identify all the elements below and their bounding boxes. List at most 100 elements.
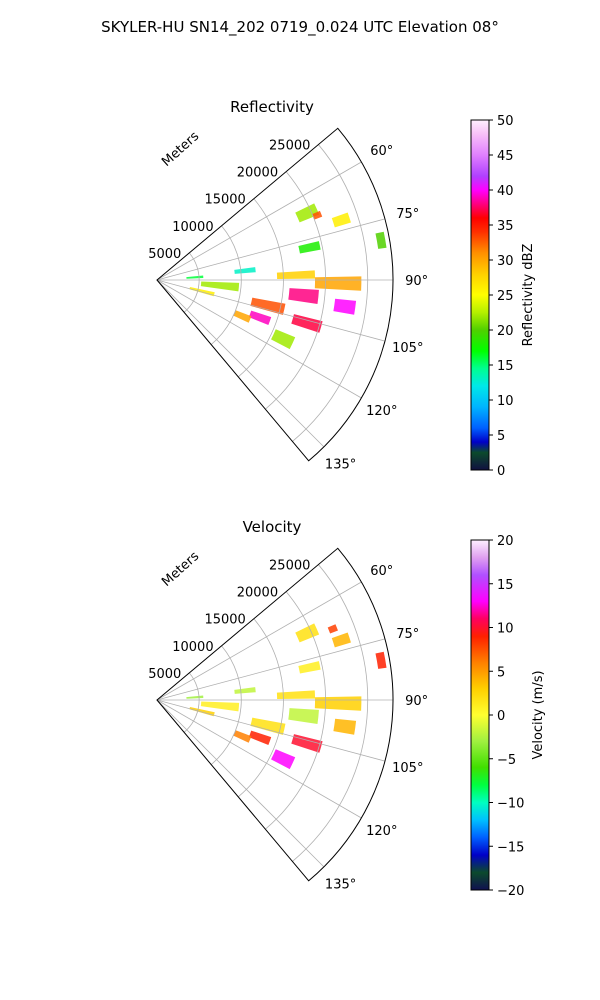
echo-cell	[327, 624, 338, 634]
angle-tick-label: 120°	[366, 824, 397, 839]
echo-cell	[288, 708, 319, 724]
radial-gridline	[238, 618, 284, 798]
angle-tick-label: 60°	[370, 144, 393, 159]
radial-tick-label: 10000	[172, 640, 213, 655]
echo-cell	[250, 297, 286, 315]
velocity-radial-axis-label: Meters	[159, 549, 202, 590]
angular-gridline	[156, 699, 386, 762]
colorbar-tick-label: 20	[497, 324, 514, 339]
colorbar-tick-label: 45	[497, 149, 514, 164]
echo-cell	[298, 661, 321, 674]
colorbar-tick-label: 20	[497, 534, 514, 549]
echo-cell	[314, 276, 362, 291]
sector-frame	[156, 127, 394, 462]
echo-cell	[189, 707, 215, 717]
angle-tick-label: 60°	[370, 564, 393, 579]
radial-tick-label: 20000	[237, 586, 278, 601]
colorbar-tick-label: 40	[497, 184, 514, 199]
reflectivity-panel: Reflectivity Meters Reflectivity dBZ 500…	[148, 98, 536, 479]
reflectivity-colorbar-label: Reflectivity dBZ	[521, 244, 536, 347]
echo-layer	[186, 623, 387, 770]
velocity-panel: Velocity Meters Velocity (m/s) 5000 10000…	[148, 518, 546, 899]
echo-cell	[186, 695, 204, 699]
radial-tick-label: 15000	[204, 193, 245, 208]
echo-cell	[312, 210, 323, 220]
colorbar-tick-label: 35	[497, 219, 514, 234]
sector-frame	[156, 547, 394, 882]
colorbar-tick-label: 15	[497, 578, 514, 593]
echo-cell	[375, 651, 387, 669]
radial-gridline	[292, 144, 369, 442]
angle-tick-label: 135°	[325, 878, 356, 893]
colorbar-tick-label: −15	[497, 840, 524, 855]
echo-cell	[234, 267, 256, 274]
radial-tick-label: 20000	[237, 166, 278, 181]
echo-layer	[186, 203, 387, 350]
angular-gridline	[156, 699, 325, 868]
radial-gridline	[238, 198, 284, 378]
angular-gridline	[156, 279, 362, 399]
echo-cell	[331, 632, 351, 648]
reflectivity-radial-axis-label: Meters	[159, 129, 202, 170]
echo-cell	[288, 288, 319, 304]
angle-tick-label: 105°	[392, 761, 423, 776]
radial-tick-label: 15000	[204, 613, 245, 628]
radial-gridline	[265, 591, 326, 830]
colorbar-tick-label: 5	[497, 665, 505, 680]
colorbar	[470, 539, 490, 891]
colorbar-tick-label: 5	[497, 429, 505, 444]
radial-tick-label: 5000	[148, 667, 181, 682]
angular-gridline	[156, 699, 362, 819]
echo-cell	[250, 717, 286, 735]
echo-cell	[248, 730, 272, 745]
angle-tick-label: 90°	[405, 274, 428, 289]
echo-cell	[291, 314, 323, 333]
echo-cell	[314, 696, 362, 711]
radial-gridline	[210, 225, 242, 345]
echo-cell	[233, 310, 252, 323]
echo-cell	[276, 270, 316, 279]
angle-tick-label: 120°	[366, 404, 397, 419]
echo-cell	[331, 212, 351, 228]
echo-cell	[298, 241, 321, 254]
angle-tick-label: 105°	[392, 341, 423, 356]
colorbar-tick-label: 0	[497, 709, 505, 724]
radial-tick-label: 25000	[269, 139, 310, 154]
angular-gridline	[156, 581, 362, 701]
echo-cell	[189, 287, 215, 297]
reflectivity-title: Reflectivity	[230, 98, 314, 116]
radial-gridline	[292, 564, 369, 862]
colorbar-tick-label: 10	[497, 622, 514, 637]
colorbar	[470, 119, 490, 471]
colorbar-tick-label: 15	[497, 359, 514, 374]
echo-cell	[291, 734, 323, 753]
colorbar-tick-label: −20	[497, 884, 524, 899]
echo-cell	[200, 701, 240, 712]
colorbar-tick-label: 30	[497, 254, 514, 269]
angle-tick-label: 135°	[325, 458, 356, 473]
echo-cell	[295, 203, 320, 223]
velocity-title: Velocity	[243, 518, 302, 536]
echo-cell	[333, 718, 357, 735]
angular-gridline	[156, 161, 362, 281]
angular-gridline	[156, 279, 325, 448]
echo-cell	[295, 623, 320, 643]
echo-cell	[248, 310, 272, 325]
angular-gridline	[156, 638, 386, 701]
angle-tick-label: 75°	[396, 207, 419, 222]
radial-gridline	[210, 645, 242, 765]
radial-gridline	[265, 171, 326, 410]
colorbar-tick-label: 25	[497, 289, 514, 304]
radial-tick-label: 10000	[172, 220, 213, 235]
figure-title: SKYLER-HU SN14_202 0719_0.024 UTC Elevat…	[101, 18, 499, 37]
velocity-colorbar-label: Velocity (m/s)	[531, 670, 546, 759]
colorbar-tick-label: −5	[497, 753, 516, 768]
echo-cell	[271, 749, 296, 770]
angle-tick-label: 90°	[405, 694, 428, 709]
echo-cell	[333, 298, 357, 315]
echo-cell	[271, 329, 296, 350]
echo-cell	[233, 730, 252, 743]
colorbar-tick-label: −10	[497, 797, 524, 812]
colorbar-tick-label: 10	[497, 394, 514, 409]
